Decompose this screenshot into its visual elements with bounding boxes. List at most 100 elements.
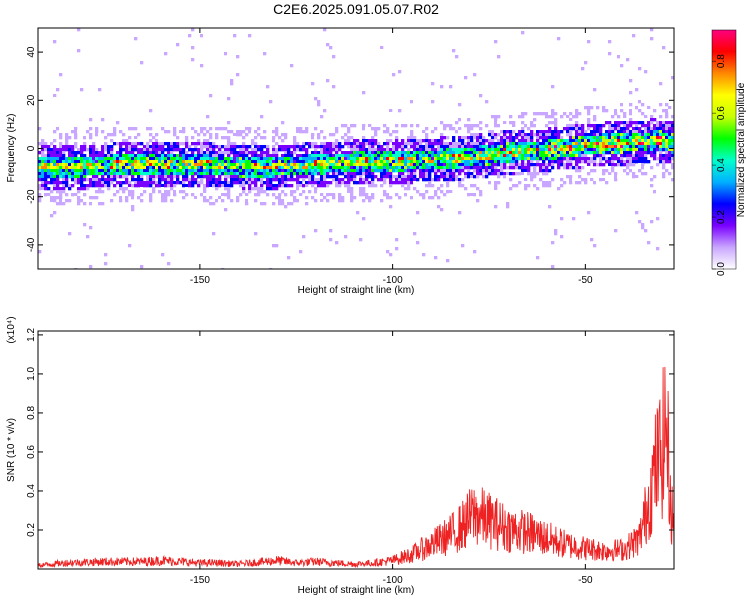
heatmap-cell (497, 145, 501, 149)
heatmap-cell (332, 85, 336, 89)
heatmap-cell (443, 118, 447, 122)
heatmap-cell (206, 172, 210, 176)
heatmap-cell (617, 151, 621, 155)
heatmap-cell (617, 163, 621, 167)
heatmap-cell (620, 265, 624, 269)
heatmap-cell (290, 175, 294, 179)
heatmap-cell (326, 193, 330, 197)
heatmap-cell (365, 169, 369, 173)
heatmap-cell (491, 166, 495, 170)
heatmap-cell (539, 157, 543, 161)
heatmap-cell (284, 148, 288, 152)
heatmap-cell (68, 151, 72, 155)
heatmap-cell (293, 136, 297, 140)
heatmap-cell (635, 187, 639, 191)
heatmap-cell (230, 79, 234, 83)
heatmap-cell (245, 85, 249, 89)
heatmap-cell (242, 46, 246, 50)
heatmap-cell (347, 160, 351, 164)
heatmap-cell (377, 127, 381, 131)
heatmap-cell (248, 172, 252, 176)
heatmap-cell (359, 151, 363, 155)
heatmap-cell (323, 235, 327, 239)
heatmap-cell (368, 145, 372, 149)
heatmap-cell (263, 160, 267, 164)
heatmap-cell (425, 151, 429, 155)
heatmap-cell (422, 196, 426, 200)
heatmap-cell (347, 127, 351, 131)
heatmap-cell (71, 148, 75, 152)
heatmap-cell (665, 157, 669, 161)
heatmap-cell (620, 163, 624, 167)
heatmap-cell (155, 214, 159, 218)
heatmap-cell (227, 121, 231, 125)
heatmap-cell (128, 148, 132, 152)
heatmap-cell (176, 157, 180, 161)
heatmap-cell (467, 127, 471, 131)
heatmap-cell (131, 154, 135, 158)
heatmap-cell (110, 151, 114, 155)
heatmap-cell (179, 148, 183, 152)
heatmap-cell (194, 157, 198, 161)
heatmap-cell (587, 211, 591, 215)
heatmap-cell (395, 190, 399, 194)
heatmap-cell (302, 172, 306, 176)
heatmap-cell (335, 139, 339, 143)
heatmap-cell (296, 184, 300, 188)
heatmap-cell (296, 160, 300, 164)
heatmap-cell (272, 166, 276, 170)
heatmap-cell (644, 154, 648, 158)
heatmap-cell (611, 157, 615, 161)
heatmap-cell (629, 175, 633, 179)
heatmap-cell (140, 265, 144, 269)
heatmap-cell (146, 97, 150, 101)
heatmap-cell (497, 181, 501, 185)
heatmap-cell (161, 154, 165, 158)
heatmap-cell (659, 136, 663, 140)
heatmap-cell (194, 166, 198, 170)
heatmap-cell (371, 157, 375, 161)
heatmap-cell (299, 172, 303, 176)
heatmap-cell (428, 178, 432, 182)
heatmap-cell (416, 145, 420, 149)
heatmap-cell (80, 166, 84, 170)
heatmap-cell (623, 145, 627, 149)
heatmap-cell (386, 130, 390, 134)
heatmap-cell (590, 151, 594, 155)
heatmap-cell (110, 175, 114, 179)
heatmap-cell (365, 178, 369, 182)
heatmap-cell (548, 112, 552, 116)
heatmap-cell (68, 232, 72, 236)
heatmap-cell (242, 166, 246, 170)
heatmap-cell (179, 64, 183, 68)
heatmap-cell (632, 130, 636, 134)
heatmap-cell (242, 148, 246, 152)
heatmap-cell (506, 151, 510, 155)
heatmap-cell (431, 43, 435, 47)
heatmap-cell (668, 121, 672, 125)
heatmap-cell (56, 160, 60, 164)
heatmap-cell (191, 130, 195, 134)
heatmap-cell (98, 160, 102, 164)
colorbar-tick-label: 0.2 (716, 210, 727, 224)
heatmap-cell (425, 166, 429, 170)
heatmap-cell (239, 169, 243, 173)
heatmap-cell (545, 115, 549, 119)
heatmap-cell (512, 130, 516, 134)
heatmap-cell (317, 232, 321, 236)
heatmap-cell (356, 208, 360, 212)
heatmap-cell (155, 139, 159, 143)
heatmap-cell (347, 157, 351, 161)
heatmap-cell (578, 112, 582, 116)
heatmap-cell (368, 199, 372, 203)
heatmap-cell (89, 151, 93, 155)
heatmap-cell (485, 160, 489, 164)
heatmap-cell (425, 133, 429, 137)
heatmap-cell (128, 190, 132, 194)
heatmap-cell (365, 154, 369, 158)
heatmap-cell (131, 205, 135, 209)
heatmap-cell (176, 178, 180, 182)
heatmap-cell (386, 46, 390, 50)
heatmap-cell (317, 136, 321, 140)
x-tick-label: -50 (578, 275, 593, 286)
